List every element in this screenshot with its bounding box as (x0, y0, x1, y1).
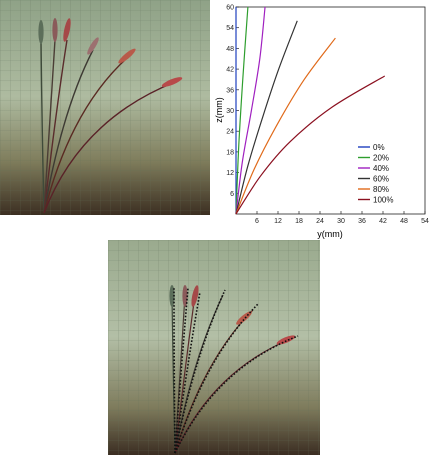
x-tick-label: 18 (295, 218, 303, 225)
x-tick-label: 24 (316, 218, 324, 225)
legend-label: 40% (373, 164, 389, 173)
legend-label: 60% (373, 175, 389, 184)
series-line-20pct (235, 6, 249, 215)
y-axis: 6 12 18 24 30 36 42 48 54 60 (226, 5, 239, 198)
bending-profile-chart: 6 12 18 24 30 36 42 48 54 6 12 18 24 30 36 42 48 54 60 y(… (214, 5, 429, 240)
y-tick-label: 48 (226, 46, 234, 53)
series-line-40pct (235, 6, 266, 215)
photo-traced-stems (108, 240, 320, 455)
y-tick-label: 12 (226, 170, 234, 177)
x-tick-label: 30 (337, 218, 345, 225)
photo-grid (0, 0, 210, 215)
x-axis: 6 12 18 24 30 36 42 48 54 (255, 211, 429, 225)
x-tick-label: 36 (358, 218, 366, 225)
plant-stems (40, 39, 176, 214)
plot-area (235, 6, 426, 215)
photo-bending-stems (0, 0, 210, 215)
x-tick-label: 42 (379, 218, 387, 225)
series-line-60pct (235, 20, 298, 215)
y-tick-label: 6 (230, 191, 234, 198)
y-tick-label: 24 (226, 129, 234, 136)
series-lines (235, 6, 386, 215)
x-tick-label: 6 (255, 218, 259, 225)
photo-grid (108, 240, 320, 455)
plant-heads (38, 18, 183, 87)
y-tick-label: 30 (226, 108, 234, 115)
x-tick-label: 48 (400, 218, 408, 225)
y-tick-label: 60 (226, 5, 234, 12)
legend: 0% 20%40% 60%80% 100% (358, 143, 393, 205)
x-axis-label: y(mm) (317, 229, 343, 239)
x-tick-label: 54 (421, 218, 429, 225)
y-tick-label: 54 (226, 25, 234, 32)
x-tick-label: 12 (274, 218, 282, 225)
y-tick-label: 36 (226, 87, 234, 94)
series-line-80pct (235, 37, 336, 215)
legend-label: 100% (373, 196, 393, 205)
y-axis-label: z(mm) (214, 97, 224, 123)
legend-label: 20% (373, 154, 389, 163)
legend-label: 0% (373, 143, 385, 152)
y-tick-label: 42 (226, 67, 234, 74)
y-tick-label: 18 (226, 149, 234, 156)
traced-curves (173, 287, 299, 454)
series-line-100pct (235, 75, 386, 215)
legend-label: 80% (373, 185, 389, 194)
